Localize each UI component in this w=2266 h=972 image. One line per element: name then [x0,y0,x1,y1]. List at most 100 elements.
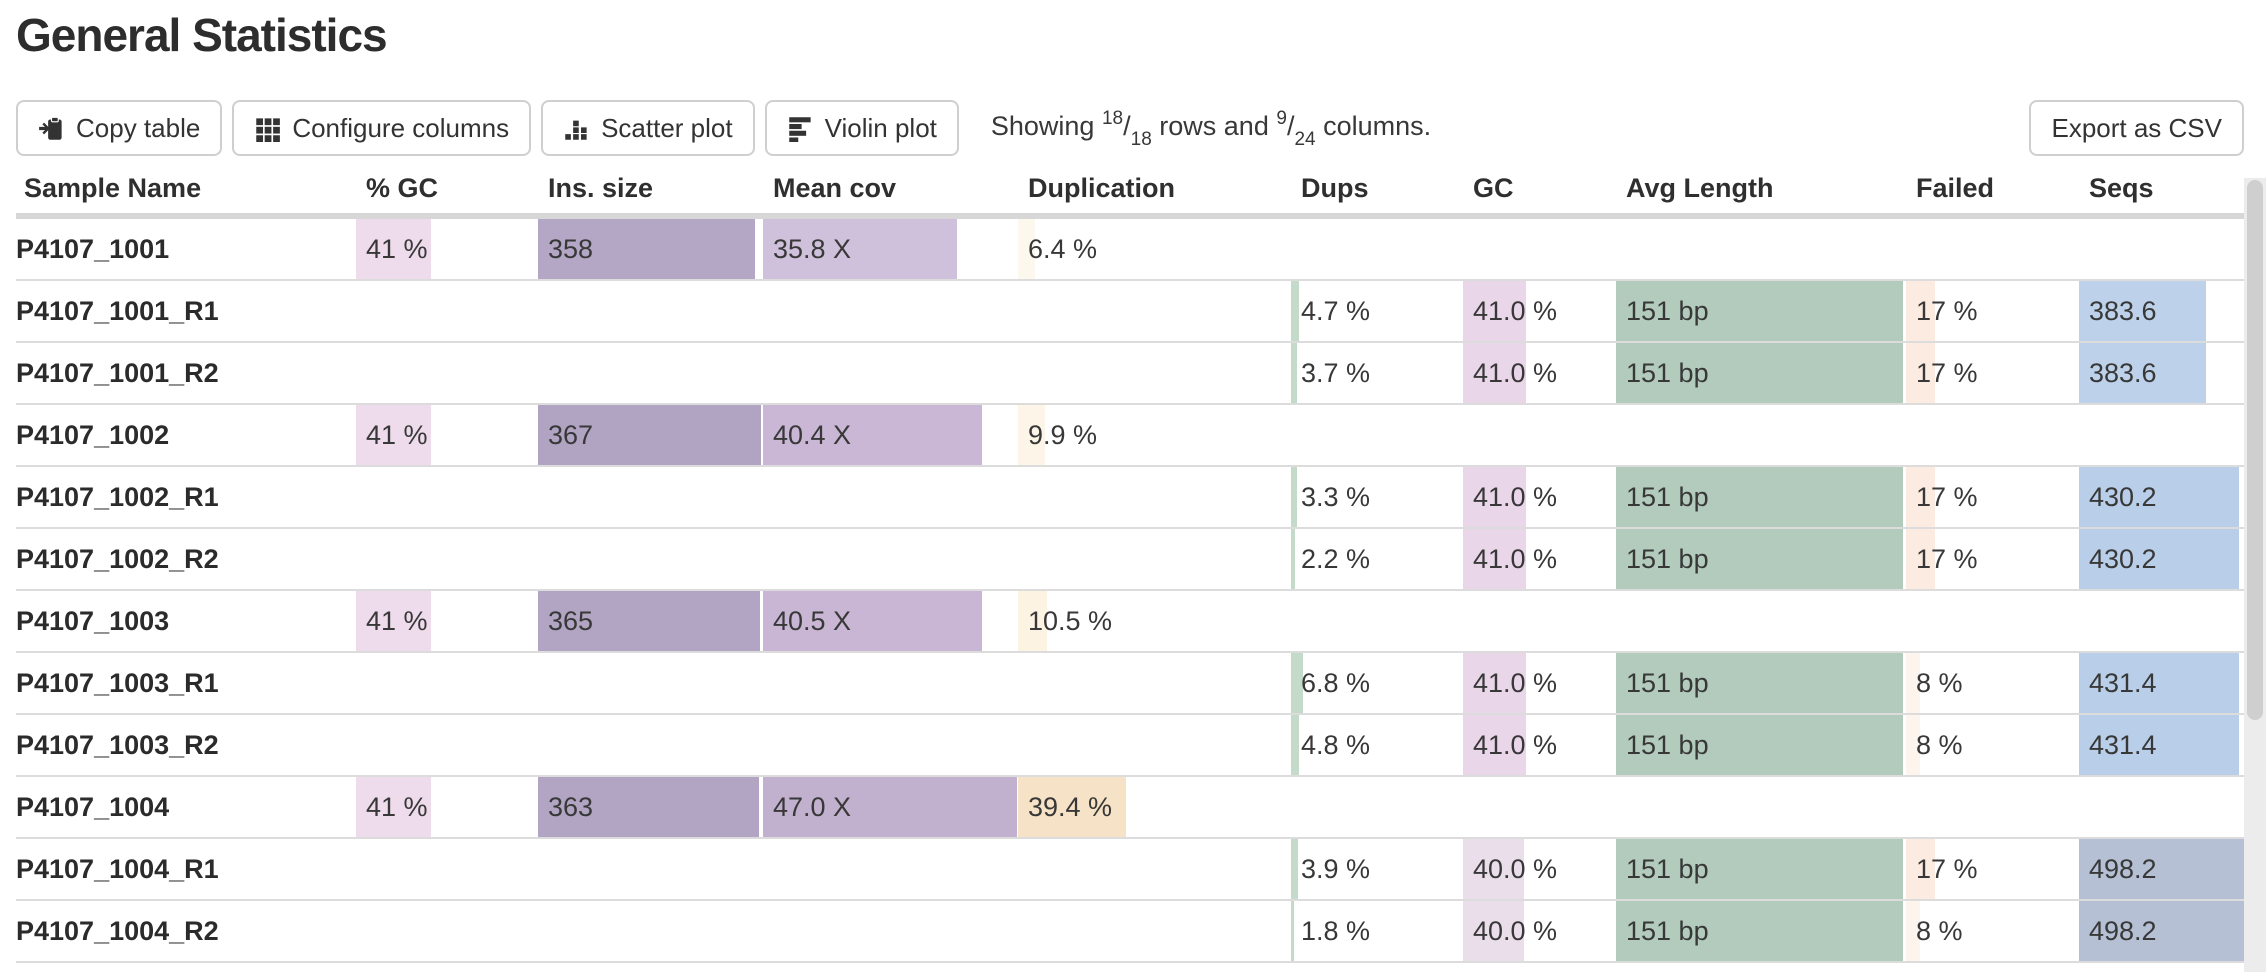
gc-bar [1463,715,1526,775]
export-csv-button[interactable]: Export as CSV [2029,100,2244,156]
dups-bar [1291,653,1303,713]
cell-failed: 8 % [1906,652,2079,715]
column-header-mean_cov[interactable]: Mean cov [763,170,1018,219]
violin-icon [787,115,814,142]
seqs-value: 430.2 [2089,482,2157,512]
dups-value: 4.7 % [1301,296,1371,326]
cell-gc_pct [356,714,538,777]
dups-bar [1291,467,1297,527]
cell-gc_pct [356,528,538,591]
failed-value: 8 % [1916,730,1963,760]
cell-gc: 41.0 % [1463,714,1616,777]
violin-plot-button[interactable]: Violin plot [764,100,959,156]
gc-bar [1463,839,1525,899]
column-header-ins_size[interactable]: Ins. size [538,170,763,219]
dups-bar [1291,839,1298,899]
duplication-value: 10.5 % [1028,606,1113,636]
cell-failed [1906,590,2079,653]
sample-name: P4107_1001_R1 [16,280,356,343]
cell-duplication [1018,466,1291,529]
mean_cov-value: 47.0 X [773,792,852,822]
avg_length-bar [1616,653,1904,713]
column-header-avg_length[interactable]: Avg Length [1616,170,1906,219]
ins_size-bar [538,777,759,837]
column-header-failed[interactable]: Failed [1906,170,2079,219]
cell-avg_length: 151 bp [1616,714,1906,777]
showing-cols-text: columns. [1323,110,1432,141]
cell-gc_pct: 41 % [356,590,538,653]
avg_length-value: 151 bp [1626,916,1709,946]
dups-value: 3.3 % [1301,482,1371,512]
configure-columns-button[interactable]: Configure columns [232,100,532,156]
avg_length-value: 151 bp [1626,668,1709,698]
cell-avg_length [1616,590,1906,653]
avg_length-value: 151 bp [1626,296,1709,326]
column-header-sample[interactable]: Sample Name [16,170,356,219]
dups-bar [1291,281,1300,341]
cols-shown: 9 [1276,107,1287,129]
gc_pct-value: 41 % [366,792,428,822]
failed-value: 8 % [1916,668,1963,698]
ins_size-value: 367 [548,420,594,450]
dups-bar [1291,529,1295,589]
avg_length-bar [1616,839,1904,899]
avg_length-value: 151 bp [1626,358,1709,388]
mean_cov-value: 40.5 X [773,606,852,636]
cell-duplication: 39.4 % [1018,776,1291,839]
gc_pct-bar [356,591,431,651]
cell-seqs: 383.6 [2079,342,2244,405]
failed-bar [1906,715,1920,775]
cell-failed: 8 % [1906,714,2079,777]
mean_cov-value: 40.4 X [773,420,852,450]
cell-failed [1906,776,2079,839]
cell-failed: 17 % [1906,280,2079,343]
gc_pct-bar [356,777,431,837]
gc-value: 41.0 % [1473,668,1558,698]
toolbar: Copy table Configure columns Scatter plo… [16,100,2250,156]
column-header-duplication[interactable]: Duplication [1018,170,1291,219]
column-header-gc_pct[interactable]: % GC [356,170,538,219]
cell-seqs: 383.6 [2079,280,2244,343]
table-scrollbar[interactable] [2244,178,2266,972]
seqs-bar [2079,343,2207,403]
table-row: P4107_1001_R2 3.7 % 41.0 % 151 bp 17 % 383.6 [16,342,2244,405]
showing-summary: Showing 18/18 rows and 9/24 columns. [990,107,1432,150]
duplication-bar [1018,405,1046,465]
cell-mean_cov [763,900,1018,963]
cell-duplication: 6.4 % [1018,216,1291,281]
cell-ins_size [538,652,763,715]
sample-name: P4107_1003_R2 [16,714,356,777]
cell-gc [1463,776,1616,839]
dups-value: 3.9 % [1301,854,1371,884]
cell-avg_length: 151 bp [1616,838,1906,901]
cell-seqs: 431.4 [2079,652,2244,715]
column-header-gc[interactable]: GC [1463,170,1616,219]
seqs-value: 383.6 [2089,358,2157,388]
cell-mean_cov [763,714,1018,777]
showing-word: Showing [990,110,1095,141]
gc-bar [1463,343,1526,403]
scatter-plot-label: Scatter plot [601,112,733,143]
seqs-bar [2079,529,2240,589]
duplication-bar [1018,591,1047,651]
avg_length-value: 151 bp [1626,544,1709,574]
column-header-dups[interactable]: Dups [1291,170,1463,219]
cell-failed [1906,216,2079,281]
table-row: P4107_1003_R1 6.8 % 41.0 % 151 bp 8 % 431.4 [16,652,2244,715]
sample-name: P4107_1004 [16,776,356,839]
scrollbar-thumb[interactable] [2247,180,2263,720]
cell-dups [1291,404,1463,467]
cell-gc [1463,216,1616,281]
cell-failed [1906,404,2079,467]
scatter-plot-button[interactable]: Scatter plot [541,100,755,156]
copy-table-button[interactable]: Copy table [16,100,223,156]
cell-failed: 17 % [1906,342,2079,405]
cell-mean_cov [763,652,1018,715]
sample-name: P4107_1002_R2 [16,528,356,591]
cell-mean_cov: 40.5 X [763,590,1018,653]
gc-value: 40.0 % [1473,916,1558,946]
cell-avg_length: 151 bp [1616,528,1906,591]
cell-gc_pct [356,280,538,343]
column-header-seqs[interactable]: Seqs [2079,170,2244,219]
cell-dups [1291,776,1463,839]
